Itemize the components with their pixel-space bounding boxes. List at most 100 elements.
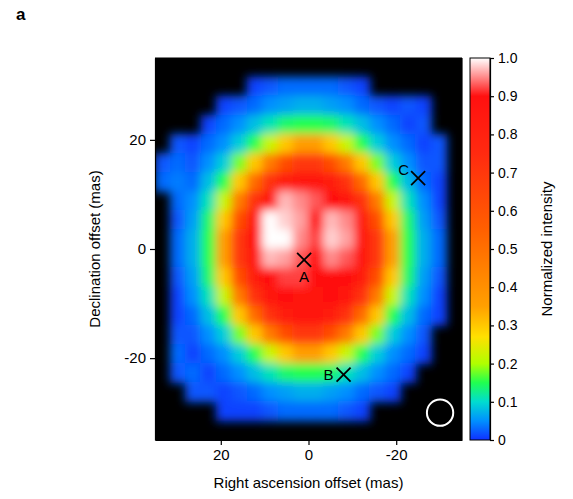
heatmap-cell (277, 382, 293, 402)
marker-label: A (299, 268, 309, 285)
heatmap-cell (231, 191, 247, 211)
heatmap-cell (170, 268, 186, 288)
heatmap-cell (293, 96, 309, 116)
heatmap-cell (415, 153, 431, 173)
colorbar-axis-tick: 0.4 (490, 279, 518, 295)
heatmap-cell (308, 268, 324, 288)
colorbar-axis-tick: 1.0 (490, 50, 518, 66)
heatmap-cell (415, 268, 431, 288)
colorbar-axis-tick-mark (490, 96, 494, 97)
heatmap-cell (247, 96, 263, 116)
heatmap-cell (415, 287, 431, 307)
heatmap-cell (400, 229, 416, 249)
heatmap-cell (400, 134, 416, 154)
heatmap-cell (277, 115, 293, 135)
heatmap-cell (247, 153, 263, 173)
colorbar-axis-tick-mark (490, 325, 494, 326)
heatmap-cell (216, 401, 232, 421)
heatmap-cell (339, 287, 355, 307)
heatmap-cell (231, 115, 247, 135)
heatmap-cell (400, 191, 416, 211)
heatmap-cell (201, 229, 217, 249)
heatmap-cell (339, 382, 355, 402)
heatmap-cell (293, 401, 309, 421)
heatmap-cell (185, 268, 201, 288)
heatmap-cell (385, 287, 401, 307)
heatmap-cell (323, 210, 339, 230)
heatmap-cell (339, 344, 355, 364)
heatmap-cell (231, 172, 247, 192)
heatmap-cell (216, 268, 232, 288)
colorbar-axis-tick-label: 0.3 (498, 317, 518, 333)
heatmap-cell (369, 229, 385, 249)
heatmap-cell (247, 77, 263, 97)
heatmap-cell (385, 210, 401, 230)
heatmap-cell (231, 382, 247, 402)
heatmap-cell (231, 325, 247, 345)
heatmap-cell (308, 115, 324, 135)
heatmap-cell (400, 249, 416, 269)
heatmap-cell (293, 134, 309, 154)
heatmap-cell (170, 306, 186, 326)
heatmap-cell (231, 249, 247, 269)
heatmap-cell (323, 325, 339, 345)
heatmap-cell (216, 249, 232, 269)
heatmap-cell (216, 363, 232, 383)
heatmap-cell (277, 134, 293, 154)
colorbar-axis-tick-mark (490, 249, 494, 250)
plot-area (155, 77, 453, 426)
y-axis-tick-label: -20 (124, 349, 146, 366)
colorbar-axis-tick: 0.9 (490, 88, 518, 104)
heatmap-cell (262, 210, 278, 230)
heatmap-cell (369, 153, 385, 173)
heatmap-cell (231, 96, 247, 116)
heatmap-cell (354, 134, 370, 154)
heatmap-cell (262, 115, 278, 135)
heatmap-cell (277, 325, 293, 345)
heatmap-cell (262, 306, 278, 326)
heatmap-cell (216, 382, 232, 402)
heatmap-cell (247, 306, 263, 326)
heatmap-cell (155, 172, 171, 192)
heatmap-cell (185, 191, 201, 211)
marker-label: C (398, 161, 409, 178)
heatmap-cell (354, 363, 370, 383)
y-axis-tick-label: 0 (138, 240, 146, 257)
y-axis-line (155, 59, 156, 441)
heatmap-cell (293, 363, 309, 383)
heatmap-cell (308, 344, 324, 364)
heatmap-cell (415, 191, 431, 211)
frame-top (155, 57, 462, 58)
heatmap-cell (385, 363, 401, 383)
heatmap-cell (308, 287, 324, 307)
colorbar-axis-tick-label: 0.9 (498, 88, 518, 104)
heatmap-cell (308, 210, 324, 230)
heatmap-cell (262, 325, 278, 345)
heatmap-cell (277, 306, 293, 326)
x-axis: 200-20 (156, 440, 463, 463)
y-axis-tick-mark (150, 140, 155, 141)
heatmap-cell (369, 172, 385, 192)
heatmap-cell (415, 249, 431, 269)
heatmap-cell (201, 191, 217, 211)
heatmap-cell (231, 229, 247, 249)
heatmap-cell (231, 268, 247, 288)
heatmap-cell (231, 344, 247, 364)
y-axis-tick-label: 20 (129, 131, 146, 148)
heatmap-cell (201, 287, 217, 307)
heatmap-cell (415, 134, 431, 154)
colorbar-axis-tick: 0.1 (490, 394, 518, 410)
heatmap-cell (216, 325, 232, 345)
heatmap-cell (201, 325, 217, 345)
heatmap-cell (308, 325, 324, 345)
heatmap-cell (201, 344, 217, 364)
heatmap-cell (201, 363, 217, 383)
marker-stroke (297, 253, 311, 267)
heatmap-cell (277, 401, 293, 421)
heatmap-cell (323, 96, 339, 116)
colorbar-axis-tick-mark (490, 134, 494, 135)
colorbar-axis-tick: 0.5 (490, 241, 518, 257)
colorbar-axis-tick: 0.6 (490, 203, 518, 219)
heatmap-cell (185, 363, 201, 383)
heatmap-cell (369, 115, 385, 135)
